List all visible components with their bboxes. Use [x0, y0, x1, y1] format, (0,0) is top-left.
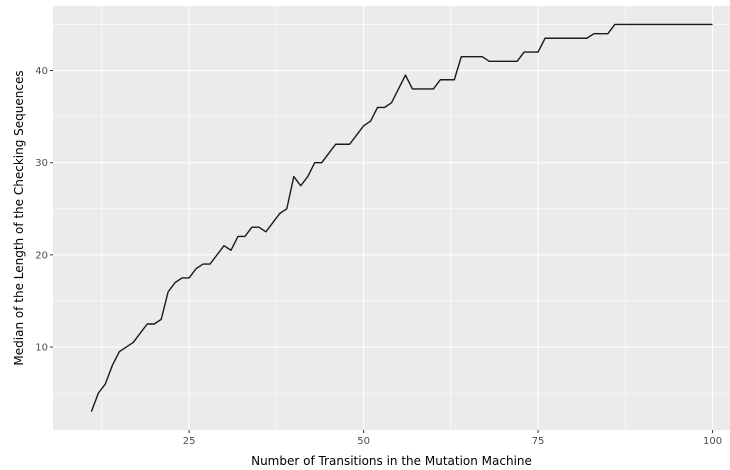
x-tick-label: 50: [357, 436, 370, 447]
y-tick-label: 30: [35, 158, 48, 169]
median-length-line: [90, 23, 713, 412]
y-tick-label: 20: [35, 250, 48, 261]
y-tick-label: 10: [35, 343, 48, 354]
x-tick-label: 25: [183, 436, 196, 447]
plot-panel: [53, 6, 730, 430]
y-tick-label: 40: [35, 66, 48, 77]
x-axis-ticks: 25 50 75 100: [183, 430, 722, 447]
x-tick-label: 75: [532, 436, 545, 447]
y-axis-ticks: 10 20 30 40: [35, 66, 53, 354]
x-axis-title: Number of Transitions in the Mutation Ma…: [251, 454, 532, 468]
major-gridlines: [53, 6, 730, 430]
x-tick-label: 100: [703, 436, 722, 447]
y-axis-title: Median of the Length of the Checking Seq…: [12, 70, 26, 365]
